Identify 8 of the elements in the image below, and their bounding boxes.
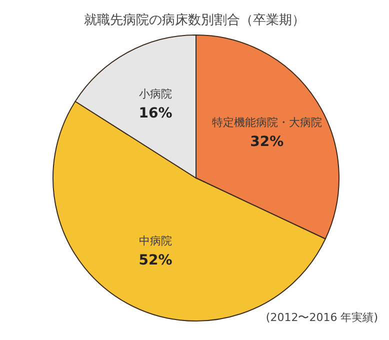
text: (2012〜2016 年実績) bbox=[266, 311, 378, 324]
slice-label: 小病院 bbox=[139, 87, 172, 100]
data-label: 16% bbox=[138, 105, 172, 122]
data-label: 52% bbox=[138, 252, 172, 269]
slice-label: 特定機能病院・大病院 bbox=[212, 116, 322, 129]
data-label: 32% bbox=[250, 134, 284, 150]
chart-title: 就職先病院の病床数別割合（卒業期） bbox=[84, 13, 305, 28]
slice-label: 中病院 bbox=[139, 234, 172, 248]
